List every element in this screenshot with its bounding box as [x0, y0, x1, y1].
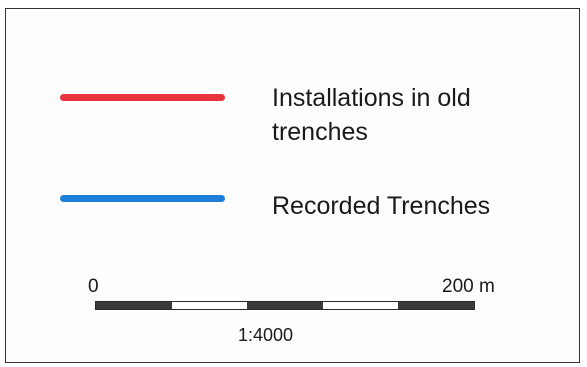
map-legend: Installations in old trenches Recorded T… [5, 8, 580, 363]
scale-bar [95, 301, 475, 310]
recorded-trenches-label: Recorded Trenches [272, 192, 491, 220]
scale-segment [322, 302, 399, 309]
installations-line-symbol [60, 94, 225, 101]
scale-segment [398, 302, 474, 309]
scale-start-label: 0 [88, 276, 99, 297]
scale-end-label: 200 m [442, 276, 495, 297]
scale-segment [171, 302, 248, 309]
scale-ratio-label: 1:4000 [238, 325, 294, 345]
recorded-trenches-line-symbol [60, 195, 225, 202]
installations-label: Installations in old trenches [272, 84, 471, 146]
scale-segment [96, 302, 172, 309]
scale-segment [247, 302, 323, 309]
